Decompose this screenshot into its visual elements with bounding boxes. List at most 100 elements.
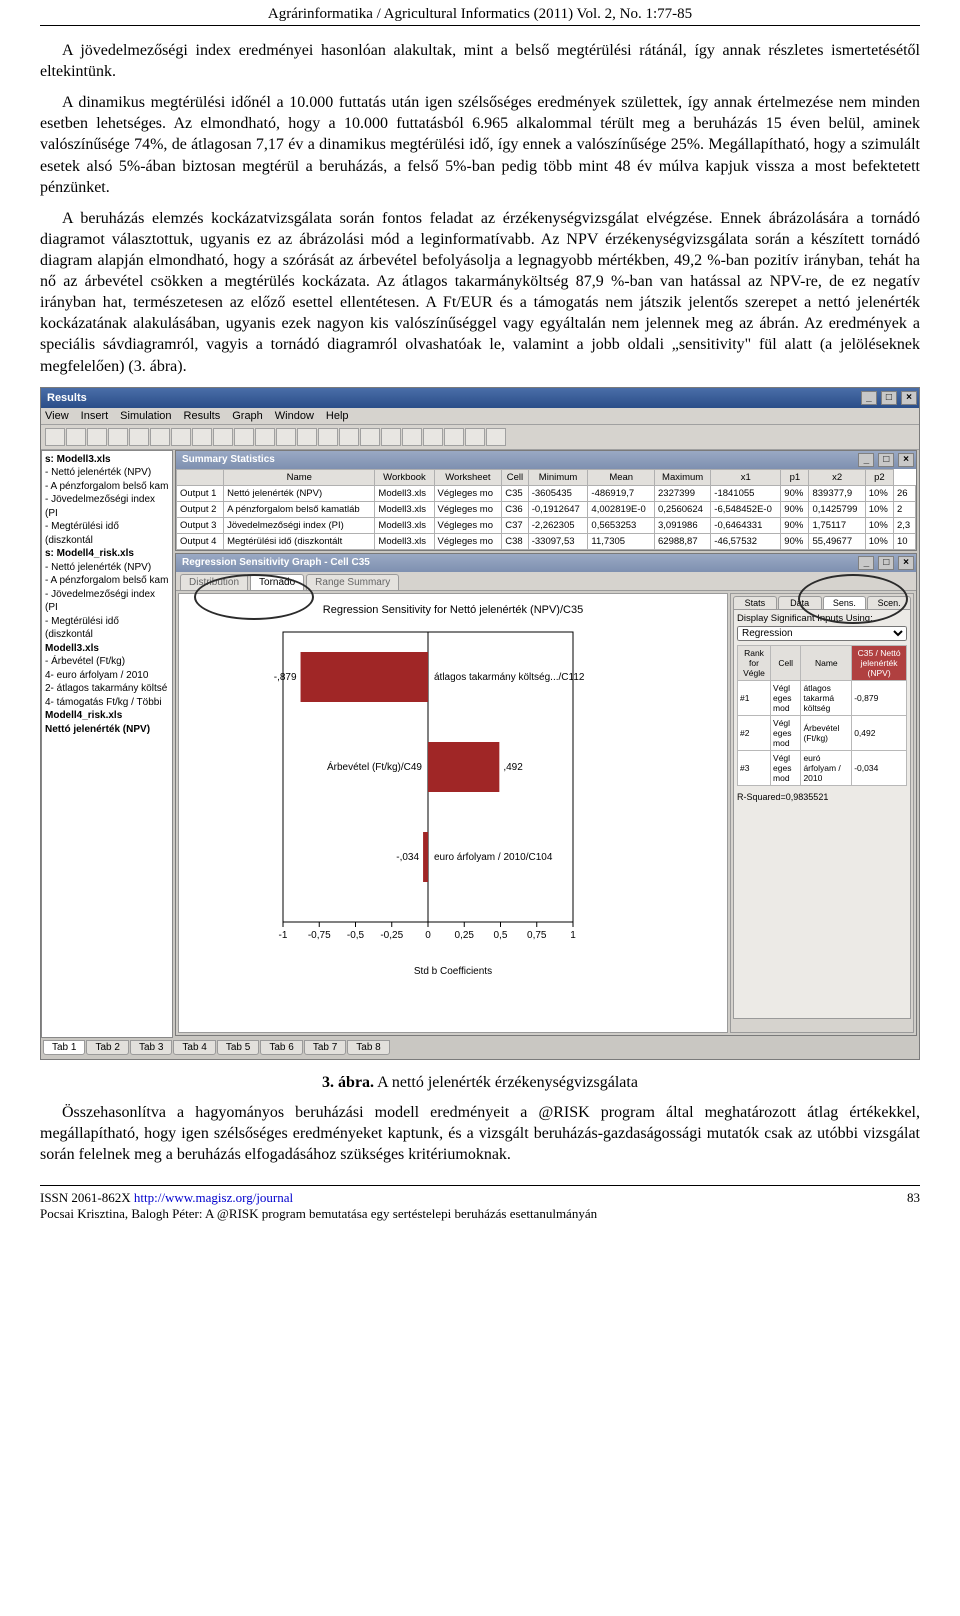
- toolbar-button-10[interactable]: [234, 428, 254, 446]
- explorer-item[interactable]: - Nettó jelenérték (NPV): [45, 466, 169, 480]
- toolbar-button-6[interactable]: [150, 428, 170, 446]
- toolbar-button-11[interactable]: [255, 428, 275, 446]
- side-tab-stats[interactable]: Stats: [733, 596, 777, 609]
- toolbar-button-1[interactable]: [45, 428, 65, 446]
- toolbar-button-9[interactable]: [213, 428, 233, 446]
- sens-cell: -0,034: [852, 750, 907, 785]
- side-tab-scen[interactable]: Scen.: [867, 596, 911, 609]
- svg-text:0,25: 0,25: [455, 930, 475, 941]
- journal-link[interactable]: http://www.magisz.org/journal: [134, 1190, 293, 1205]
- toolbar-button-18[interactable]: [402, 428, 422, 446]
- stats-cell: -0,6464331: [711, 517, 781, 533]
- toolbar-button-19[interactable]: [423, 428, 443, 446]
- toolbar-button-21[interactable]: [465, 428, 485, 446]
- toolbar-button-13[interactable]: [297, 428, 317, 446]
- explorer-item[interactable]: - Árbevétel (Ft/kg): [45, 655, 169, 669]
- table-row[interactable]: Output 2A pénzforgalom belső kamatlábMod…: [177, 501, 916, 517]
- regression-tab-tornado[interactable]: Tornado: [250, 574, 304, 590]
- stats-cell: -33097,53: [528, 533, 588, 549]
- minimize-button[interactable]: _: [861, 391, 877, 405]
- sheet-tab-1[interactable]: Tab 1: [43, 1040, 85, 1055]
- explorer-item[interactable]: - A pénzforgalom belső kam: [45, 574, 169, 588]
- toolbar-button-17[interactable]: [381, 428, 401, 446]
- stats-cell: C36: [502, 501, 528, 517]
- stats-cell: Végleges mo: [434, 517, 502, 533]
- table-row[interactable]: Output 1Nettó jelenérték (NPV)Modell3.xl…: [177, 485, 916, 501]
- stats-cell: -6,548452E-0: [711, 501, 781, 517]
- toolbar-button-4[interactable]: [108, 428, 128, 446]
- menu-insert[interactable]: Insert: [81, 410, 109, 422]
- stats-cell: 55,49677: [809, 533, 865, 549]
- summary-close-button[interactable]: ×: [898, 453, 914, 467]
- toolbar-button-15[interactable]: [339, 428, 359, 446]
- sens-header: C35 / Nettó jelenérték (NPV): [852, 645, 907, 680]
- stats-cell: 10%: [865, 485, 893, 501]
- summary-title: Summary Statistics: [182, 454, 275, 465]
- explorer-item[interactable]: - Jövedelmezőségi index (PI: [45, 588, 169, 615]
- sheet-tab-2[interactable]: Tab 2: [86, 1040, 128, 1055]
- menu-results[interactable]: Results: [184, 410, 221, 422]
- explorer-item[interactable]: Modell4_risk.xls: [45, 709, 169, 723]
- toolbar-button-14[interactable]: [318, 428, 338, 446]
- explorer-item[interactable]: s: Modell3.xls: [45, 453, 169, 467]
- menu-view[interactable]: View: [45, 410, 69, 422]
- explorer-item[interactable]: Modell3.xls: [45, 642, 169, 656]
- stats-cell: 26: [893, 485, 915, 501]
- stats-cell: -0,1912647: [528, 501, 588, 517]
- paragraph-2: A dinamikus megtérülési időnél a 10.000 …: [40, 92, 920, 198]
- summary-maximize-button[interactable]: □: [878, 453, 894, 467]
- menu-window[interactable]: Window: [275, 410, 314, 422]
- table-row[interactable]: #3Végl eges modeuró árfolyam / 2010-0,03…: [738, 750, 907, 785]
- menu-simulation[interactable]: Simulation: [120, 410, 171, 422]
- toolbar-button-12[interactable]: [276, 428, 296, 446]
- side-tab-data[interactable]: Data: [778, 596, 822, 609]
- regression-tab-distribution[interactable]: Distribution: [180, 574, 248, 590]
- toolbar-button-2[interactable]: [66, 428, 86, 446]
- explorer-item[interactable]: - Megtérülési idő (diszkontál: [45, 520, 169, 547]
- explorer-item[interactable]: - Megtérülési idő (diszkontál: [45, 615, 169, 642]
- table-row[interactable]: Output 4Megtérülési idő (diszkontáltMode…: [177, 533, 916, 549]
- regression-minimize-button[interactable]: _: [858, 556, 874, 570]
- explorer-item[interactable]: 4- támogatás Ft/kg / Többi: [45, 696, 169, 710]
- stats-cell: 62988,87: [655, 533, 711, 549]
- regression-tab-range-summary[interactable]: Range Summary: [306, 574, 399, 590]
- explorer-item[interactable]: - A pénzforgalom belső kam: [45, 480, 169, 494]
- toolbar-button-7[interactable]: [171, 428, 191, 446]
- stats-cell: 2327399: [655, 485, 711, 501]
- explorer-item[interactable]: - Jövedelmezőségi index (PI: [45, 493, 169, 520]
- toolbar-button-5[interactable]: [129, 428, 149, 446]
- sheet-tab-5[interactable]: Tab 5: [217, 1040, 259, 1055]
- menu-graph[interactable]: Graph: [232, 410, 263, 422]
- tornado-chart-title: Regression Sensitivity for Nettó jelenér…: [179, 594, 727, 622]
- explorer-item[interactable]: 2- átlagos takarmány költsé: [45, 682, 169, 696]
- explorer-item[interactable]: - Nettó jelenérték (NPV): [45, 561, 169, 575]
- table-row[interactable]: Output 3Jövedelmezőségi index (PI)Modell…: [177, 517, 916, 533]
- menu-help[interactable]: Help: [326, 410, 349, 422]
- explorer-item[interactable]: s: Modell4_risk.xls: [45, 547, 169, 561]
- regression-close-button[interactable]: ×: [898, 556, 914, 570]
- close-button[interactable]: ×: [901, 391, 917, 405]
- stats-cell: 90%: [781, 485, 809, 501]
- sheet-tab-8[interactable]: Tab 8: [347, 1040, 389, 1055]
- sheet-tab-6[interactable]: Tab 6: [260, 1040, 302, 1055]
- side-tab-sens[interactable]: Sens.: [823, 596, 867, 609]
- footer-rule: [40, 1185, 920, 1186]
- maximize-button[interactable]: □: [881, 391, 897, 405]
- explorer-item[interactable]: 4- euro árfolyam / 2010: [45, 669, 169, 683]
- regression-maximize-button[interactable]: □: [878, 556, 894, 570]
- summary-minimize-button[interactable]: _: [858, 453, 874, 467]
- toolbar-button-3[interactable]: [87, 428, 107, 446]
- stats-header: Maximum: [655, 469, 711, 485]
- toolbar-button-16[interactable]: [360, 428, 380, 446]
- sheet-tab-7[interactable]: Tab 7: [304, 1040, 346, 1055]
- table-row[interactable]: #2Végl eges modÁrbevétel (Ft/kg)0,492: [738, 715, 907, 750]
- regression-type-select[interactable]: Regression: [737, 626, 907, 641]
- toolbar-button-22[interactable]: [486, 428, 506, 446]
- explorer-item[interactable]: Nettó jelenérték (NPV): [45, 723, 169, 737]
- toolbar-button-20[interactable]: [444, 428, 464, 446]
- sheet-tab-4[interactable]: Tab 4: [173, 1040, 215, 1055]
- table-row[interactable]: #1Végl eges modátlagos takarmá költség-0…: [738, 680, 907, 715]
- stats-cell: Modell3.xls: [375, 485, 434, 501]
- toolbar-button-8[interactable]: [192, 428, 212, 446]
- sheet-tab-3[interactable]: Tab 3: [130, 1040, 172, 1055]
